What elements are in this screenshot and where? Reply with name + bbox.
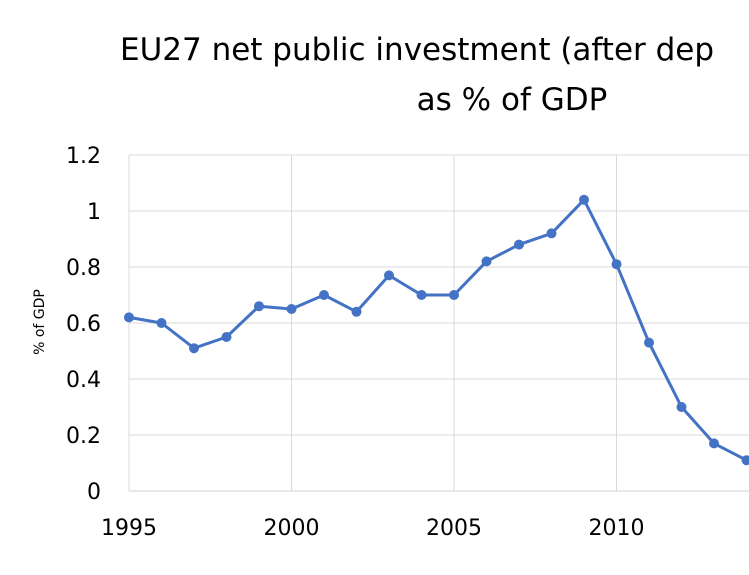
x-tick-label: 2005 (426, 516, 482, 541)
y-tick-label: 1 (87, 200, 101, 225)
y-axis-label: % of GDP (32, 289, 48, 355)
data-point (547, 228, 557, 238)
data-point (612, 259, 622, 269)
y-tick-label: 0.2 (66, 424, 101, 449)
x-tick-label: 2010 (589, 516, 645, 541)
gridlines (129, 155, 749, 491)
data-point (319, 290, 329, 300)
y-tick-label: 0.8 (66, 256, 101, 281)
y-tick-labels: 0 0.2 0.4 0.6 0.8 1 1.2 (66, 144, 101, 505)
data-point (449, 290, 459, 300)
data-point (514, 240, 524, 250)
data-point (384, 270, 394, 280)
data-point (677, 402, 687, 412)
data-point (124, 312, 134, 322)
data-point (417, 290, 427, 300)
chart-title: EU27 net public investment (after dep (120, 32, 714, 68)
data-point (287, 304, 297, 314)
data-point (352, 307, 362, 317)
data-point (709, 438, 719, 448)
data-point (254, 301, 264, 311)
y-tick-label: 0.6 (66, 312, 101, 337)
chart-subtitle: as % of GDP (417, 82, 608, 118)
series-layer (124, 195, 749, 465)
data-point (644, 338, 654, 348)
x-tick-label: 2000 (264, 516, 320, 541)
y-tick-label: 0 (87, 480, 101, 505)
data-point (222, 332, 232, 342)
data-point (157, 318, 167, 328)
series-line (129, 200, 747, 460)
data-point (579, 195, 589, 205)
x-tick-labels: 1995 2000 2005 2010 (101, 516, 645, 541)
x-tick-label: 1995 (101, 516, 157, 541)
y-tick-label: 0.4 (66, 368, 101, 393)
data-point (482, 256, 492, 266)
y-tick-label: 1.2 (66, 144, 101, 169)
data-point (189, 343, 199, 353)
